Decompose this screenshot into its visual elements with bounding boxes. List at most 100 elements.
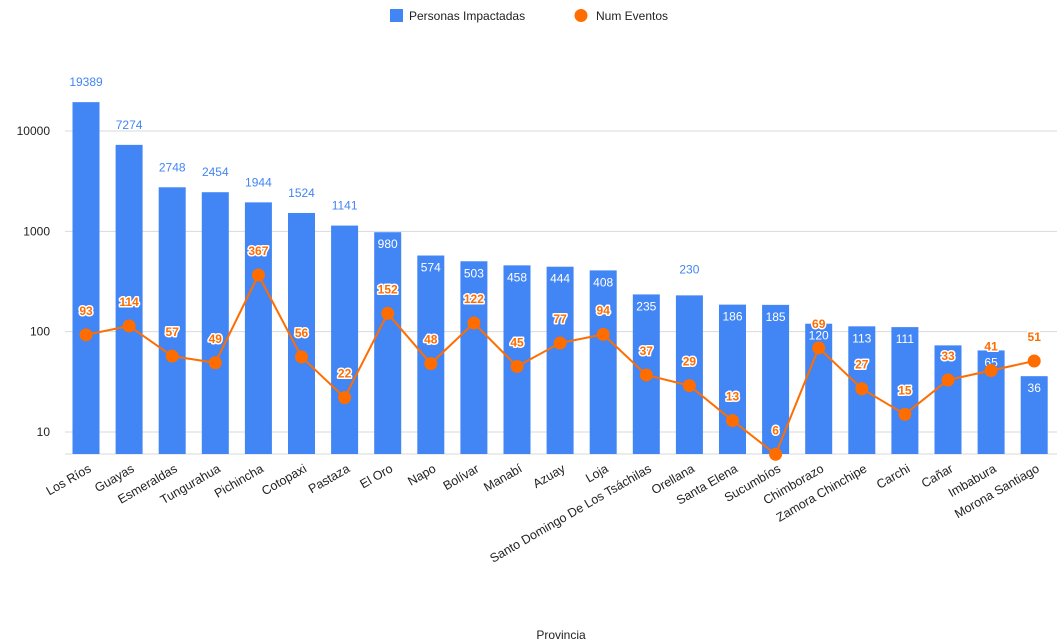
bar-value-label-cotopaxi: 1524 — [288, 186, 315, 200]
bar-loja — [589, 270, 617, 454]
bar-value-label-los-rios: 19389 — [69, 75, 103, 89]
bar-value-label-el-oro: 980 — [378, 237, 398, 251]
point-value-label-canar: 33 — [941, 349, 955, 363]
legend-label-num-eventos: Num Eventos — [596, 9, 668, 23]
point-value-label-esmeraldas: 57 — [166, 325, 180, 339]
point-value-label-tungurahua: 49 — [209, 332, 223, 346]
bar-value-label-napo: 574 — [421, 261, 441, 275]
x-axis-title: Provincia — [536, 628, 586, 642]
bar-value-label-chimborazo: 120 — [809, 329, 829, 343]
point-bolivar — [467, 316, 481, 330]
bar-tungurahua — [201, 192, 229, 454]
bar-value-label-orellana: 230 — [679, 262, 699, 276]
bar-sucumbios — [762, 304, 790, 454]
point-el-oro — [381, 306, 395, 320]
point-guayas — [122, 319, 136, 333]
point-santa-elena — [726, 414, 739, 428]
bar-value-label-loja: 408 — [593, 275, 613, 289]
point-napo — [424, 357, 438, 371]
point-imbabura — [984, 364, 998, 378]
point-zamora-chinchipe — [855, 382, 869, 396]
bar-value-label-pichincha: 1944 — [245, 175, 272, 189]
bar-los-rios — [72, 102, 100, 454]
x-tick-label-loja: Loja — [583, 461, 611, 485]
x-tick-label-azuay: Azuay — [531, 461, 569, 491]
point-tungurahua — [208, 356, 222, 370]
x-tick-label-carchi: Carchi — [874, 461, 912, 491]
x-tick-label-cotopaxi: Cotopaxi — [259, 461, 309, 498]
point-orellana — [682, 379, 696, 393]
point-value-label-carchi: 15 — [898, 383, 912, 397]
bar-value-label-tungurahua: 2454 — [202, 165, 229, 179]
point-value-label-zamora-chinchipe: 27 — [855, 358, 869, 372]
point-santo-domingo-de-los-tsachilas — [639, 368, 653, 382]
x-tick-label-el-oro: El Oro — [358, 461, 396, 491]
bar-value-label-azuay: 444 — [550, 272, 570, 286]
point-value-label-imbabura: 41 — [984, 340, 998, 354]
point-chimborazo — [812, 341, 826, 355]
bar-value-label-manabi: 458 — [507, 270, 527, 284]
point-value-label-orellana: 29 — [683, 355, 697, 369]
bar-santa-elena — [719, 304, 746, 454]
point-esmeraldas — [165, 349, 179, 363]
x-tick-label-bolivar: Bolívar — [441, 461, 482, 493]
x-tick-label-los-rios: Los Ríos — [44, 461, 94, 498]
x-tick-label-pastaza: Pastaza — [306, 461, 352, 496]
point-sucumbios — [769, 447, 783, 461]
point-canar — [941, 373, 955, 387]
point-value-label-chimborazo: 69 — [812, 317, 826, 331]
point-cotopaxi — [295, 350, 308, 364]
point-value-label-el-oro: 152 — [378, 282, 398, 296]
point-loja — [596, 327, 610, 341]
point-value-label-santo-domingo-de-los-tsachilas: 37 — [640, 344, 654, 358]
x-tick-label-manabi: Manabí — [481, 461, 525, 494]
point-value-label-guayas: 114 — [119, 295, 139, 309]
bar-value-label-guayas: 7274 — [116, 118, 143, 132]
point-carchi — [898, 407, 912, 421]
legend-label-personas-impactadas: Personas Impactadas — [409, 9, 525, 23]
legend-swatch-personas-impactadas — [390, 9, 403, 22]
bar-series — [72, 102, 1048, 454]
bar-value-label-carchi: 111 — [896, 332, 915, 346]
bar-manabi — [503, 265, 531, 454]
line-series — [79, 268, 1041, 461]
bar-bolivar — [460, 261, 488, 454]
point-value-label-loja: 94 — [597, 303, 611, 317]
bar-orellana — [675, 295, 703, 454]
point-value-label-bolivar: 122 — [464, 292, 484, 306]
point-value-label-santa-elena: 13 — [726, 390, 740, 404]
point-pastaza — [338, 391, 352, 405]
bar-value-label-zamora-chinchipe: 113 — [852, 331, 871, 345]
point-value-label-pichincha: 367 — [248, 244, 268, 258]
bar-value-label-sucumbios: 185 — [766, 310, 786, 324]
point-azuay — [553, 336, 567, 350]
point-value-label-cotopaxi: 56 — [295, 326, 309, 340]
y-tick-label-10000: 10000 — [17, 124, 51, 138]
bar-guayas — [115, 144, 143, 454]
bar-value-label-santo-domingo-de-los-tsachilas: 235 — [636, 299, 656, 313]
point-morona-santiago — [1027, 354, 1041, 368]
y-axis-ticks: 10 100 1000 10000 — [17, 124, 51, 439]
y-tick-label-100: 100 — [30, 325, 50, 339]
bar-value-label-santa-elena: 186 — [722, 310, 742, 324]
bar-value-label-bolivar: 503 — [464, 266, 484, 280]
bar-pastaza — [331, 225, 359, 454]
bar-canar — [934, 345, 962, 454]
bar-value-label-morona-santiago: 36 — [1028, 381, 1042, 395]
point-value-label-sucumbios: 6 — [772, 423, 779, 437]
bar-el-oro — [374, 232, 402, 454]
bar-azuay — [546, 266, 574, 454]
x-axis-ticks: Los RíosGuayasEsmeraldasTungurahuaPichin… — [44, 461, 1042, 565]
bar-value-label-esmeraldas: 2748 — [159, 160, 186, 174]
bar-value-label-pastaza: 1141 — [332, 199, 358, 213]
point-value-label-morona-santiago: 51 — [1028, 330, 1042, 344]
point-value-label-manabi: 45 — [510, 335, 524, 349]
bar-carchi — [891, 327, 919, 454]
x-tick-label-pichincha: Pichincha — [212, 461, 266, 500]
point-value-label-napo: 48 — [424, 333, 438, 347]
point-value-label-los-rios: 93 — [79, 304, 93, 318]
